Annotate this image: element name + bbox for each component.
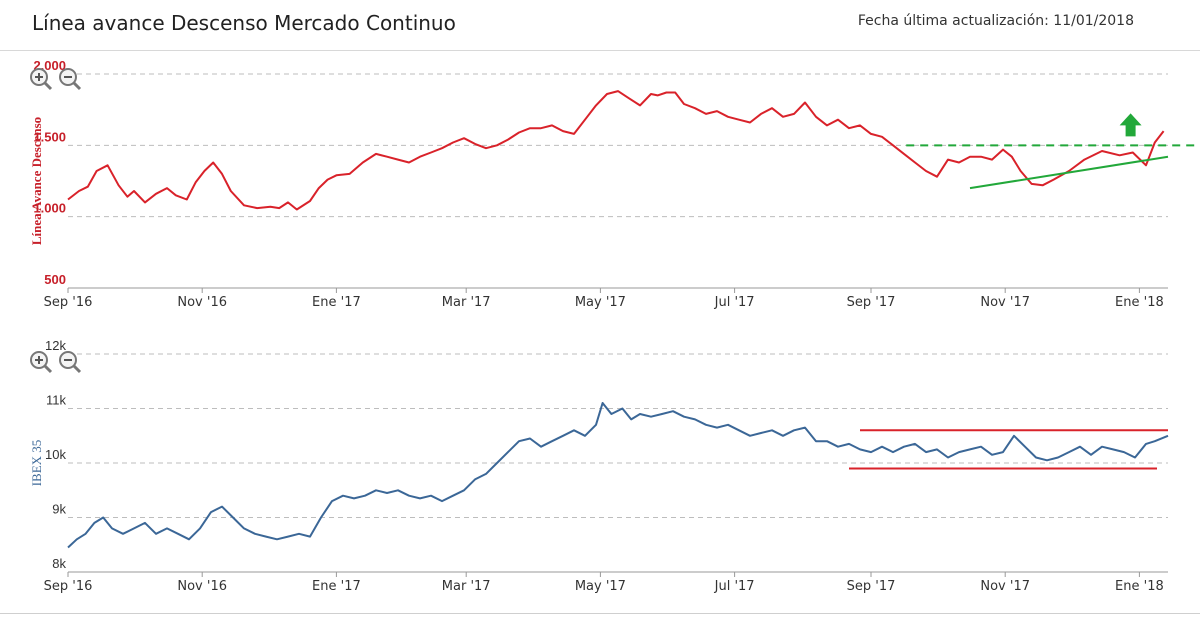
x-tick-label: Mar '17 — [442, 295, 491, 310]
x-tick-label: Ene '18 — [1115, 579, 1164, 594]
up-arrow-icon — [1119, 113, 1142, 137]
x-tick-label: Sep '17 — [847, 579, 896, 594]
y-tick-label: 500 — [44, 272, 66, 287]
zoom-controls-top — [30, 68, 82, 91]
uptrend-line — [969, 155, 1169, 190]
x-tick-label: Jul '17 — [714, 579, 755, 594]
bottom-divider — [0, 613, 1200, 614]
series-line — [67, 90, 1165, 211]
y-tick-label: 12k — [45, 338, 66, 353]
x-tick-label: Nov '16 — [177, 295, 227, 310]
x-tick-label: Sep '17 — [847, 295, 896, 310]
x-tick-label: Nov '16 — [177, 579, 227, 594]
x-tick-label: Ene '17 — [312, 295, 361, 310]
zoom-out-icon[interactable] — [59, 68, 82, 91]
y-tick-label: 11k — [46, 393, 66, 408]
x-tick-label: Nov '17 — [980, 295, 1030, 310]
x-tick-label: Nov '17 — [980, 579, 1030, 594]
x-tick-label: Sep '16 — [44, 295, 93, 310]
zoom-controls-bottom — [30, 351, 82, 374]
x-tick-label: May '17 — [575, 295, 626, 310]
y-tick-label: 1.500 — [33, 129, 66, 144]
x-tick-label: May '17 — [575, 579, 626, 594]
x-tick-label: Mar '17 — [442, 579, 491, 594]
zoom-in-icon[interactable] — [30, 68, 53, 91]
series-line — [67, 402, 1169, 549]
x-tick-label: Jul '17 — [714, 295, 755, 310]
y-axis-label: Línea Avance Descenso — [29, 117, 44, 245]
x-tick-label: Sep '16 — [44, 579, 93, 594]
zoom-out-icon[interactable] — [59, 351, 82, 374]
y-tick-label: 10k — [45, 447, 66, 462]
zoom-in-icon[interactable] — [30, 351, 53, 374]
y-axis-label: IBEX 35 — [29, 440, 44, 487]
y-tick-label: 8k — [52, 556, 66, 571]
y-tick-label: 9k — [52, 502, 66, 517]
chart-header: Línea avance Descenso Mercado Continuo F… — [0, 0, 1200, 51]
last-updated-label: Fecha última actualización: 11/01/2018 — [857, 13, 1134, 29]
x-tick-label: Ene '18 — [1115, 295, 1164, 310]
page-title: Línea avance Descenso Mercado Continuo — [32, 11, 456, 35]
y-tick-label: 1.000 — [33, 201, 66, 216]
ibex35-chart: 8k 9k 10k 11k 12k Sep '16 Nov '16 Ene '17 Mar '1… — [29, 338, 1169, 594]
x-tick-label: Ene '17 — [312, 579, 361, 594]
